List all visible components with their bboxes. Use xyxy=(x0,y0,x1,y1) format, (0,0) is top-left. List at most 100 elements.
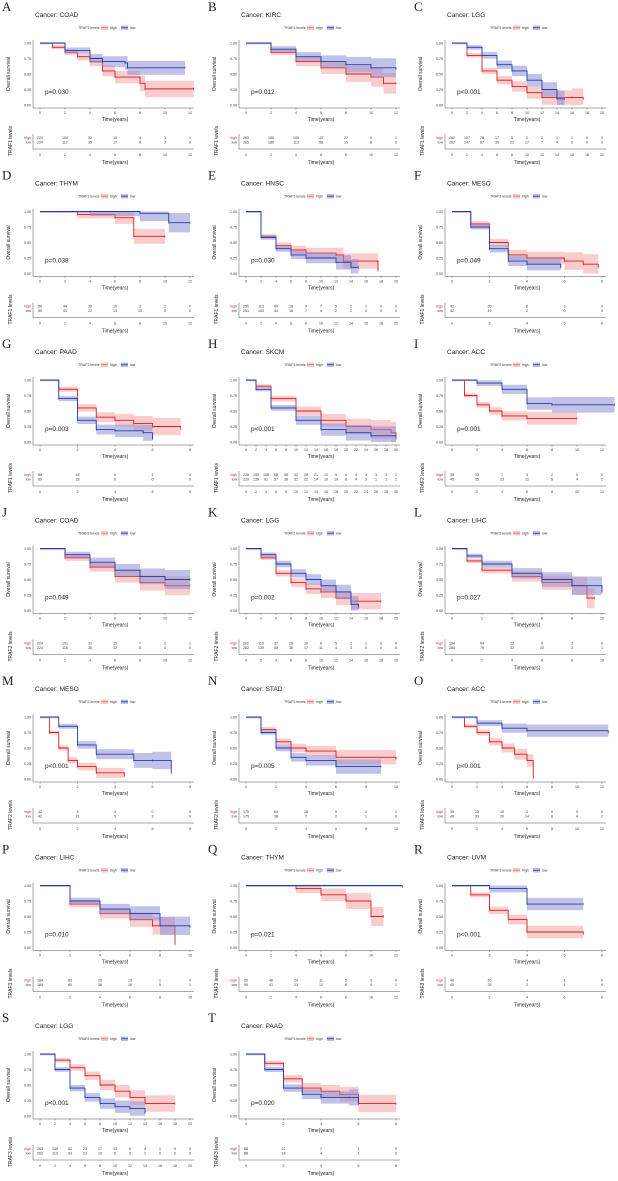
y-axis-label: Overall survival xyxy=(212,1068,218,1102)
panel-title: Cancer: KIRC xyxy=(241,12,281,19)
risk-low-count: 4 xyxy=(576,478,578,482)
legend-title: TRAF2 levels xyxy=(78,532,100,536)
risk-x-tick-label: 20 xyxy=(344,490,348,494)
risk-x-tick-label: 0 xyxy=(245,490,247,494)
risk-x-tick-label: 6 xyxy=(526,490,528,494)
risk-x-tick-label: 10 xyxy=(319,659,323,663)
risk-axes xyxy=(32,471,194,487)
legend-title: TRAF2 levels xyxy=(490,532,512,536)
panel-title: Cancer: HNSC xyxy=(241,181,284,188)
risk-low-count: 36 xyxy=(289,646,293,650)
legend-title: TRAF1 levels xyxy=(490,26,512,30)
risk-x-axis-label: Time(years) xyxy=(102,160,129,166)
risk-low-count: 139 xyxy=(258,646,264,650)
risk-x-tick-label: 8 xyxy=(305,659,307,663)
risk-low-count: 139 xyxy=(253,478,259,482)
risk-x-tick-label: 12 xyxy=(394,153,398,157)
risk-high-count: 22 xyxy=(344,136,348,140)
risk-low-count: 42 xyxy=(38,815,42,819)
risk-x-tick-label: 16 xyxy=(364,322,368,326)
risk-x-tick-label: 10 xyxy=(575,827,579,831)
risk-high-count: 43 xyxy=(319,136,323,140)
y-axis-label: Overall survival xyxy=(6,899,12,933)
risk-x-tick-label: 0 xyxy=(39,827,41,831)
risk-high-count: 4 xyxy=(139,136,141,140)
x-tick-label: 14 xyxy=(349,617,353,621)
legend-title: TRAF1 levels xyxy=(284,195,306,199)
legend-high-box xyxy=(513,362,520,367)
y-tick-label: 0.25 xyxy=(24,593,31,597)
x-tick-label: 8 xyxy=(601,954,603,958)
risk-high-count: 17 xyxy=(98,1147,102,1151)
risk-table-label: TRAF2 levels xyxy=(8,631,14,662)
legend-title: TRAF3 levels xyxy=(490,869,512,873)
legend-high-box xyxy=(101,531,108,536)
x-tick-label: 8 xyxy=(189,785,191,789)
y-tick-label: 0.25 xyxy=(24,88,31,92)
y-axis-label: Overall survival xyxy=(212,562,218,596)
risk-table-label: TRAF1 levels xyxy=(214,126,220,157)
risk-axes xyxy=(32,1145,194,1161)
risk-x-tick-label: 8 xyxy=(551,490,553,494)
y-tick-label: 0.25 xyxy=(230,1099,237,1103)
risk-high-count: 7 xyxy=(320,305,322,309)
x-tick-label: 18 xyxy=(379,617,383,621)
risk-table-label: TRAF1 levels xyxy=(8,126,14,157)
low-survival-curve xyxy=(246,211,359,268)
risk-low-count: 43 xyxy=(68,1152,72,1156)
risk-x-tick-label: 26 xyxy=(374,490,378,494)
x-tick-label: 4 xyxy=(114,785,116,789)
risk-high-count: 262 xyxy=(449,136,455,140)
risk-high-count: 13 xyxy=(324,473,328,477)
low-confidence-band xyxy=(246,717,381,777)
y-tick-label: 0.50 xyxy=(230,915,237,919)
risk-high-count: 2 xyxy=(526,810,528,814)
plot-axes xyxy=(238,545,400,614)
risk-x-tick-label: 2 xyxy=(270,153,272,157)
high-confidence-band xyxy=(40,380,181,439)
x-tick-label: 2 xyxy=(77,785,79,789)
x-tick-label: 8 xyxy=(305,280,307,284)
risk-low-count: 4 xyxy=(320,309,322,313)
low-confidence-band xyxy=(452,548,602,604)
risk-x-tick-label: 0 xyxy=(451,322,453,326)
risk-low-count: 184 xyxy=(37,983,43,987)
risk-high-count: 7 xyxy=(139,642,141,646)
risk-high-label: high xyxy=(24,305,31,309)
risk-high-count: 10 xyxy=(113,305,117,309)
x-tick-label: 2 xyxy=(476,448,478,452)
risk-x-tick-label: 2 xyxy=(260,659,262,663)
y-tick-label: 0.50 xyxy=(24,578,31,582)
x-tick-label: 4 xyxy=(501,448,503,452)
risk-x-tick-label: 20 xyxy=(394,322,398,326)
legend-high-label: high xyxy=(110,363,117,367)
legend-high-box xyxy=(101,699,108,704)
risk-high-label: high xyxy=(24,642,31,646)
low-survival-curve xyxy=(452,211,562,268)
y-tick-label: 1.00 xyxy=(230,547,237,551)
risk-low-count: 5 xyxy=(139,646,141,650)
y-tick-label: 0.25 xyxy=(24,930,31,934)
risk-x-tick-label: 4 xyxy=(501,490,503,494)
risk-low-count: 80 xyxy=(68,983,72,987)
x-tick-label: 0 xyxy=(451,111,453,115)
y-axis-label: Overall survival xyxy=(6,225,12,259)
legend-high-label: high xyxy=(316,1037,323,1041)
x-tick-label: 16 xyxy=(364,617,368,621)
panel-letter: A xyxy=(2,0,12,14)
risk-x-tick-label: 0 xyxy=(245,322,247,326)
legend-low-label: low xyxy=(336,1037,342,1041)
risk-low-count: 4 xyxy=(556,141,558,145)
legend-high-label: high xyxy=(316,532,323,536)
risk-high-label: high xyxy=(230,473,237,477)
risk-x-tick-label: 18 xyxy=(173,1164,177,1168)
risk-high-count: 5 xyxy=(370,136,372,140)
risk-high-label: high xyxy=(24,473,31,477)
risk-high-count: 64 xyxy=(480,642,484,646)
risk-high-count: 1 xyxy=(395,136,397,140)
risk-low-count: 0 xyxy=(395,1152,397,1156)
y-tick-label: 1.00 xyxy=(436,41,443,45)
